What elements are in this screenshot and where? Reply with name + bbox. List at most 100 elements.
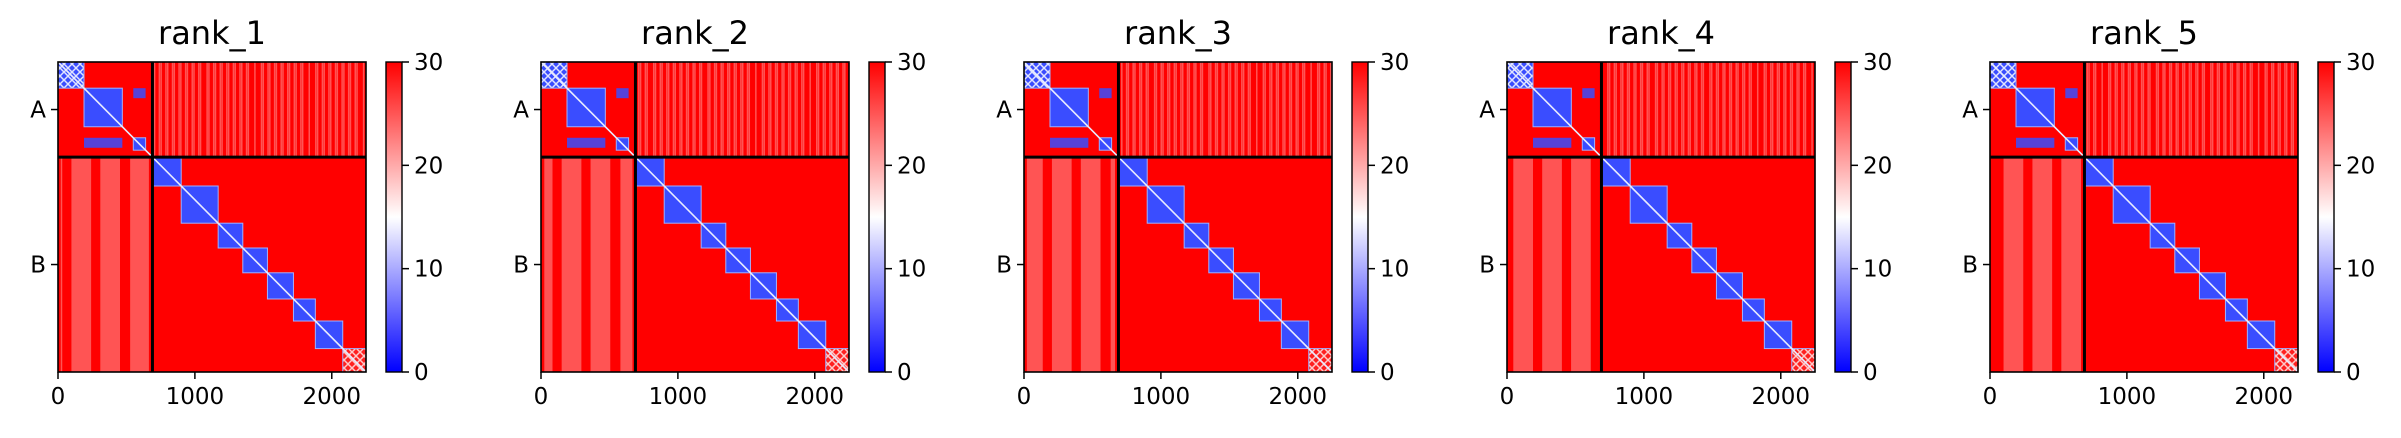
texture-stripe [1032,157,1035,372]
panel-title: rank_4 [1607,14,1715,52]
texture-stripe [1689,62,1691,158]
texture-stripe [73,157,75,372]
texture-stripe [2041,157,2043,372]
texture-stripe [2155,62,2158,158]
x-tick-label: 0 [1983,384,1998,410]
texture-stripe [2005,157,2007,372]
texture-stripe [842,62,844,158]
texture-stripe [78,157,80,372]
texture-stripe [1556,157,1559,372]
texture-stripe [1552,157,1555,372]
texture-stripe [1589,157,1591,372]
texture-stripe [1168,62,1171,158]
texture-stripe [1264,62,1266,158]
texture-stripe [761,62,764,158]
texture-stripe [245,62,248,158]
texture-stripe [105,157,107,372]
texture-stripe [1724,62,1726,158]
texture-stripe [334,62,337,158]
texture-stripe [1520,157,1522,372]
texture-stripe [2076,157,2079,372]
texture-stripe [713,62,716,158]
texture-stripe [1608,62,1611,158]
texture-stripe [1722,62,1724,158]
texture-stripe [781,62,783,158]
texture-stripe [1330,62,1332,158]
texture-stripe [1571,157,1573,372]
texture-stripe [193,62,195,158]
texture-stripe [1635,62,1637,158]
texture-stripe [544,157,546,372]
texture-stripe [755,62,757,158]
texture-stripe [356,62,358,158]
texture-stripe [1529,157,1532,372]
texture-stripe [594,157,596,372]
x-tick-label: 1000 [649,384,708,410]
texture-stripe [590,157,593,372]
texture-stripe [1715,62,1718,158]
texture-stripe [2048,157,2051,372]
texture-stripe [1089,157,1091,372]
texture-stripe [1639,62,1642,158]
diagonal-line [57,61,367,373]
texture-stripe [1545,157,1547,372]
texture-stripe [1256,62,1258,158]
texture-stripe [728,62,731,158]
texture-stripe [1087,157,1090,372]
texture-stripe [1667,62,1670,158]
texture-stripe [1112,157,1115,372]
texture-stripe [707,62,709,158]
texture-stripe [720,62,722,158]
texture-stripe [1090,157,1092,372]
texture-stripe [2266,62,2268,158]
texture-stripe [79,157,81,372]
colorbar-tick-label: 10 [897,257,926,283]
texture-stripe [567,157,569,372]
texture-stripe [700,62,703,158]
y-tick-label: A [1479,98,1495,124]
texture-stripe [561,157,564,372]
texture-stripe [1147,62,1149,158]
texture-stripe [2018,157,2021,372]
diagonal-line [540,61,850,373]
texture-stripe [1127,62,1130,158]
texture-stripe [1811,62,1813,158]
texture-stripe [1581,157,1584,372]
texture-stripe [132,157,134,372]
texture-stripe [2034,157,2036,372]
x-tick-label: 2000 [303,384,362,410]
texture-stripe [679,62,681,158]
texture-stripe [226,62,228,158]
heatmap-frame [1023,61,1333,373]
texture-stripe [550,157,552,372]
texture-stripe [2077,157,2080,372]
texture-stripe [2147,62,2149,158]
texture-stripe [654,62,657,158]
texture-stripe [604,157,607,372]
y-tick-label: B [1479,253,1495,279]
texture-stripe [1085,157,1088,372]
texture-stripe [1034,157,1037,372]
texture-stripe [141,157,144,372]
texture-stripe [2020,157,2023,372]
texture-stripe [794,62,797,158]
texture-stripe [1551,157,1554,372]
texture-stripe [145,157,147,372]
texture-stripe [1083,157,1086,372]
panel-title: rank_2 [641,14,749,52]
texture-stripe [661,62,663,158]
texture-stripe [2004,157,2007,372]
texture-stripe [2070,157,2073,372]
texture-stripe [208,62,210,158]
texture-stripe [603,157,606,372]
texture-stripe [1626,62,1629,158]
texture-stripe [80,157,82,372]
texture-stripe [2042,157,2044,372]
texture-stripe [1785,62,1787,158]
texture-stripe [1318,62,1321,158]
texture-stripe [2279,62,2281,158]
texture-stripe [1110,157,1113,372]
texture-stripe [75,157,77,372]
texture-stripe [2011,157,2013,372]
texture-stripe [1783,62,1785,158]
